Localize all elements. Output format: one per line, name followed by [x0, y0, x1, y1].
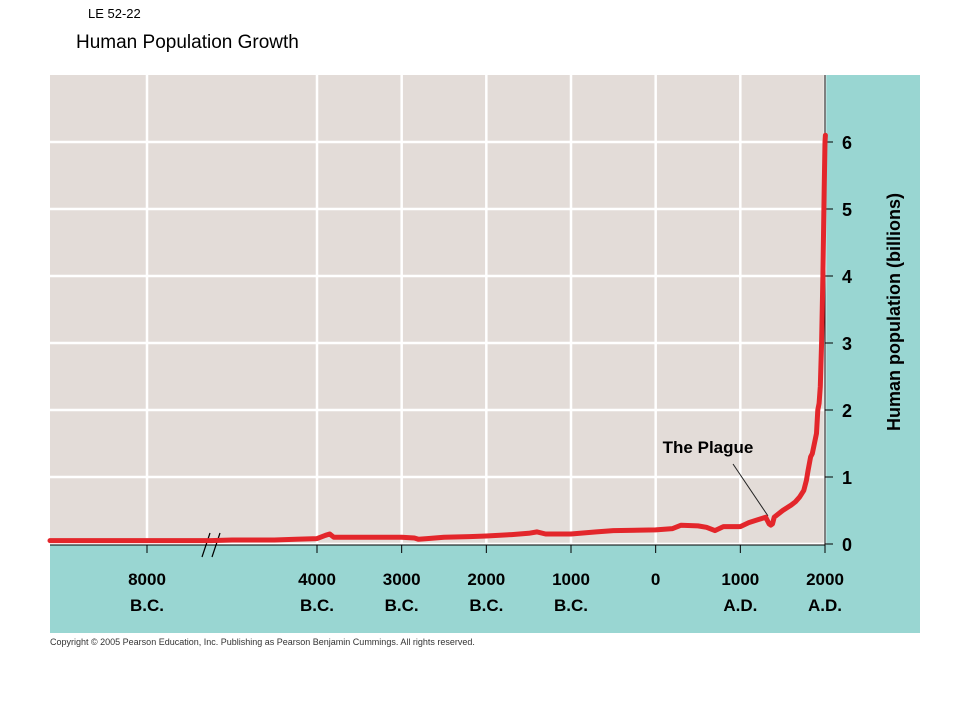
x-tick-label: 3000: [383, 570, 421, 589]
slide-id-label: LE 52-22: [88, 6, 141, 21]
copyright-notice: Copyright © 2005 Pearson Education, Inc.…: [50, 637, 475, 647]
y-tick-label: 6: [842, 133, 852, 153]
x-tick-label: 1000: [552, 570, 590, 589]
axis-break-mark: [211, 532, 221, 558]
x-tick-label: 8000: [128, 570, 166, 589]
x-tick-sublabel: B.C.: [469, 596, 503, 615]
x-tick-label: 0: [651, 570, 660, 589]
x-tick-sublabel: B.C.: [554, 596, 588, 615]
x-tick-label: 1000: [721, 570, 759, 589]
x-tick-label: 2000: [467, 570, 505, 589]
y-tick-label: 1: [842, 468, 852, 488]
y-tick-label: 3: [842, 334, 852, 354]
x-tick-sublabel: B.C.: [300, 596, 334, 615]
y-tick-label: 4: [842, 267, 852, 287]
x-axis-ticks: 8000 B.C. 4000 B.C. 3000 B.C. 2000 B.C. 1000 B.C.…: [128, 545, 844, 615]
y-tick-label: 5: [842, 200, 852, 220]
y-axis-ticks: 0 1 2 3 4 5 6: [825, 133, 852, 555]
annotation-label: The Plague: [663, 438, 754, 457]
y-axis-label: Human population (billions): [884, 193, 904, 431]
y-tick-label: 0: [842, 535, 852, 555]
population-curve: [47, 132, 828, 544]
x-tick-sublabel: A.D.: [723, 596, 757, 615]
x-axis-break-marks: [201, 532, 221, 558]
grid-lines: [50, 75, 827, 553]
annotation-group: The Plague: [663, 438, 769, 517]
axis-break-mark: [201, 532, 211, 558]
x-tick-label: 2000: [806, 570, 844, 589]
x-tick-label: 4000: [298, 570, 336, 589]
slide-title: Human Population Growth: [76, 32, 299, 53]
x-tick-sublabel: B.C.: [130, 596, 164, 615]
x-tick-sublabel: A.D.: [808, 596, 842, 615]
annotation-leader-line: [732, 463, 769, 517]
plot-background: [50, 75, 825, 545]
x-tick-sublabel: B.C.: [385, 596, 419, 615]
y-tick-label: 2: [842, 401, 852, 421]
